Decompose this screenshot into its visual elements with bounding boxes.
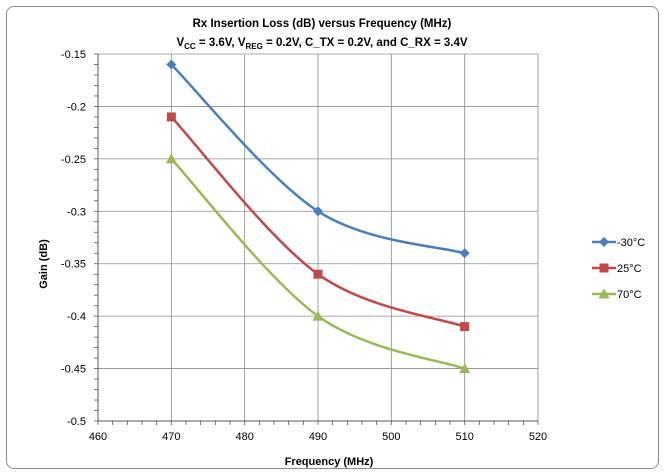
y-tick-label: -0.4 — [67, 311, 86, 323]
data-point — [460, 322, 470, 332]
legend-label: -30°C — [617, 237, 645, 249]
y-tick-label: -0.3 — [67, 206, 86, 218]
x-tick-label: 520 — [529, 431, 547, 443]
legend-label: 70°C — [617, 289, 642, 301]
y-tick-label: -0.25 — [61, 154, 86, 166]
x-tick-label: 510 — [455, 431, 473, 443]
x-tick-label: 460 — [89, 431, 107, 443]
data-point — [312, 310, 324, 321]
legend-marker — [599, 263, 609, 273]
legend-marker — [598, 288, 610, 299]
x-tick-label: 480 — [235, 431, 253, 443]
data-point — [166, 112, 176, 122]
y-axis-title: Gain (dB) — [38, 239, 50, 289]
chart-subtitle: VCC = 3.6V, VREG = 0.2V, C_TX = 0.2V, an… — [176, 37, 467, 51]
legend-marker — [599, 237, 609, 247]
x-axis-title: Frequency (MHz) — [285, 456, 374, 468]
chart-frame — [6, 6, 659, 469]
x-tick-label: 490 — [309, 431, 327, 443]
data-point — [313, 269, 323, 279]
chart-title: Rx Insertion Loss (dB) versus Frequency … — [193, 18, 452, 30]
legend-label: 25°C — [617, 263, 642, 275]
data-point — [459, 248, 470, 259]
y-tick-label: -0.35 — [61, 259, 86, 271]
data-point — [166, 59, 177, 70]
data-point — [459, 363, 471, 374]
data-point — [165, 153, 177, 164]
x-tick-label: 470 — [162, 431, 180, 443]
x-tick-label: 500 — [382, 431, 400, 443]
y-tick-label: -0.5 — [67, 416, 86, 428]
y-tick-label: -0.2 — [67, 101, 86, 113]
y-tick-label: -0.45 — [61, 364, 86, 376]
y-tick-label: -0.15 — [61, 49, 86, 61]
data-point — [313, 206, 323, 217]
